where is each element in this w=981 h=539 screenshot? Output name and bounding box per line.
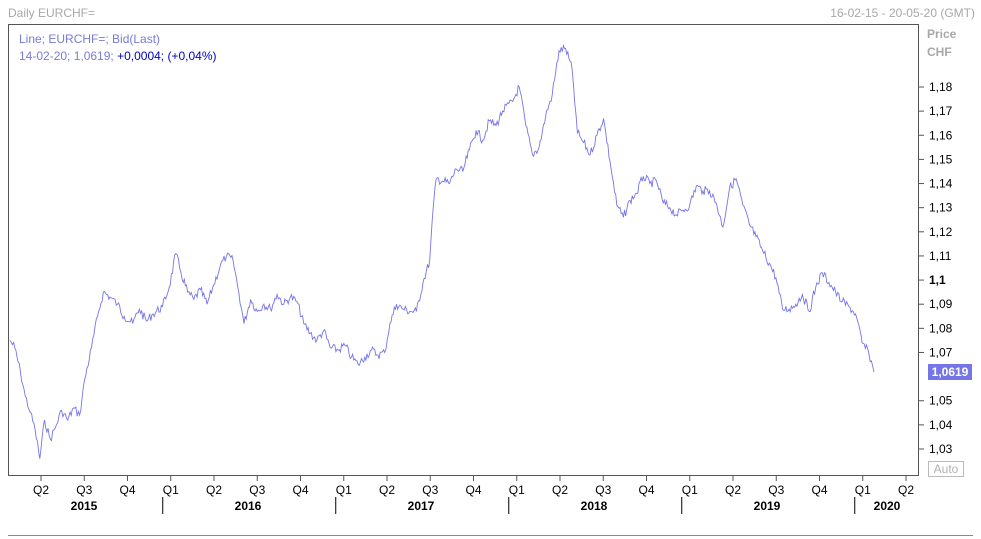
y-tick-label: 1,11 <box>929 249 952 263</box>
quarter-label: Q3 <box>249 483 265 497</box>
quarter-label: Q4 <box>465 483 481 497</box>
quarter-label: Q2 <box>379 483 395 497</box>
quarter-label: Q3 <box>768 483 784 497</box>
y-tick-label: 1,08 <box>929 321 953 335</box>
quarter-label: Q4 <box>638 483 654 497</box>
y-tick-label: 1,15 <box>929 152 953 166</box>
quarter-label: Q1 <box>336 483 352 497</box>
auto-scale-button[interactable]: Auto <box>928 461 964 477</box>
chart-title: Daily EURCHF= <box>8 6 96 20</box>
quarter-label: Q2 <box>206 483 222 497</box>
year-label: 2015 <box>71 499 98 513</box>
eurchf-series-line <box>9 43 875 459</box>
quarter-label: Q4 <box>119 483 135 497</box>
bottom-divider <box>8 535 973 536</box>
quarter-label: Q1 <box>163 483 179 497</box>
y-tick-label: 1,18 <box>929 80 953 94</box>
year-label: 2018 <box>581 499 608 513</box>
legend-change: +0,0004; (+0,04%) <box>117 49 217 63</box>
legend-last-value: 14-02-20; 1,0619; +0,0004; (+0,04%) <box>19 49 217 63</box>
year-label: 2019 <box>754 499 781 513</box>
quarter-label: Q4 <box>811 483 827 497</box>
y-tick-label: 1,13 <box>929 201 953 215</box>
quarter-label: Q2 <box>552 483 568 497</box>
year-label: 2017 <box>408 499 435 513</box>
year-label: 2016 <box>235 499 262 513</box>
legend-series: Line; EURCHF=; Bid(Last) <box>19 32 161 46</box>
quarter-label: Q1 <box>855 483 871 497</box>
last-price-badge: 1,0619 <box>928 364 972 380</box>
price-axis-title: Price <box>927 27 957 41</box>
y-tick-label: 1,1 <box>929 273 946 287</box>
y-tick-label: 1,09 <box>929 297 953 311</box>
quarter-label: Q3 <box>76 483 92 497</box>
legend-last-point: 14-02-20; 1,0619; <box>19 49 114 63</box>
quarter-label: Q1 <box>509 483 525 497</box>
quarter-label: Q1 <box>682 483 698 497</box>
quarter-label: Q3 <box>595 483 611 497</box>
y-tick-label: 1,14 <box>929 177 953 191</box>
y-tick-label: 1,07 <box>929 345 953 359</box>
year-label: 2020 <box>874 499 901 513</box>
quarter-label: Q2 <box>33 483 49 497</box>
quarter-label: Q3 <box>422 483 438 497</box>
y-tick-label: 1,16 <box>929 128 953 142</box>
quarter-label: Q2 <box>725 483 741 497</box>
y-tick-label: 1,03 <box>929 442 953 456</box>
y-tick-label: 1,17 <box>929 104 953 118</box>
date-range: 16-02-15 - 20-05-20 (GMT) <box>830 6 975 20</box>
price-axis-unit: CHF <box>927 45 952 59</box>
y-tick-label: 1,05 <box>929 394 953 408</box>
y-tick-label: 1,04 <box>929 418 953 432</box>
plot-area[interactable] <box>8 24 919 476</box>
y-tick-label: 1,12 <box>929 225 953 239</box>
quarter-label: Q2 <box>898 483 914 497</box>
quarter-label: Q4 <box>292 483 308 497</box>
